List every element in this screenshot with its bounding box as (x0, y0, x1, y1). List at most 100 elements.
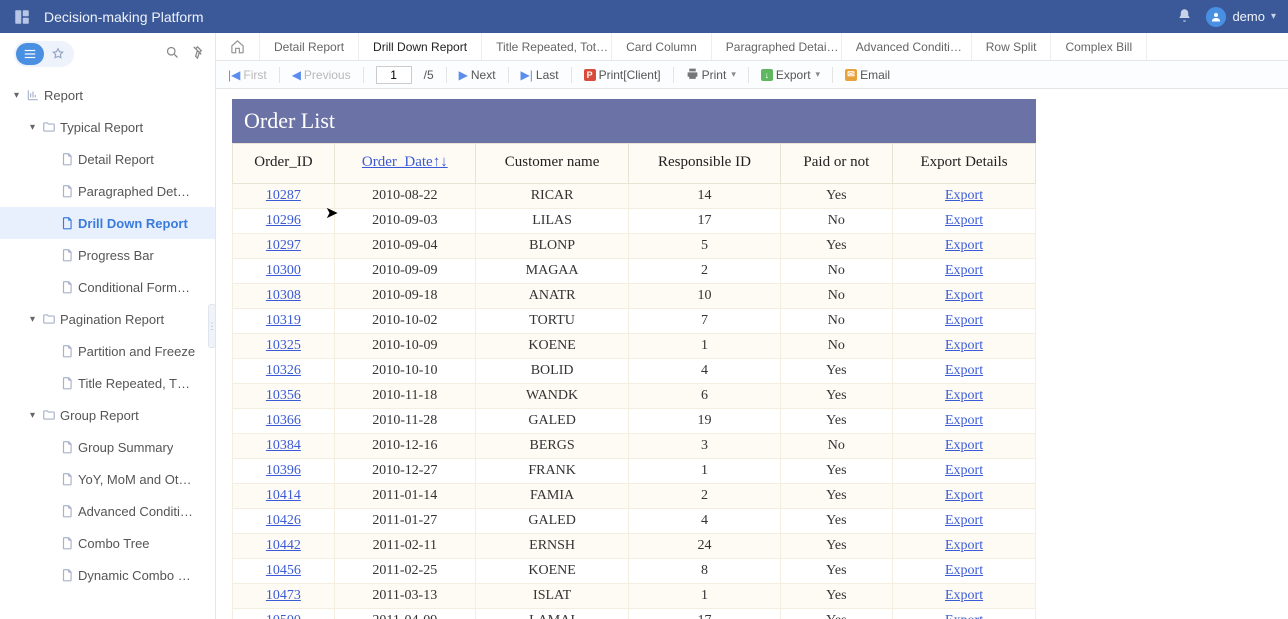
order-id-link[interactable]: 10414 (266, 488, 301, 503)
tab[interactable]: Title Repeated, Tot… (482, 33, 612, 60)
tree-leaf[interactable]: Conditional Form… (0, 271, 215, 303)
tree-leaf[interactable]: Dynamic Combo … (0, 559, 215, 591)
tree-leaf[interactable]: Partition and Freeze (0, 335, 215, 367)
order-id-link[interactable]: 10356 (266, 388, 301, 403)
order-id-link[interactable]: 10308 (266, 288, 301, 303)
order-id-link[interactable]: 10442 (266, 538, 301, 553)
pin-icon[interactable] (190, 45, 205, 63)
export-button[interactable]: ↓Export▾ (757, 68, 824, 82)
next-page-button[interactable]: ▶Next (455, 68, 500, 82)
order-id-link[interactable]: 10426 (266, 513, 301, 528)
order-id-link[interactable]: 10500 (266, 613, 301, 619)
export-link[interactable]: Export (945, 488, 983, 503)
responsible-cell: 10 (629, 284, 780, 309)
order-id-link[interactable]: 10297 (266, 238, 301, 253)
export-link[interactable]: Export (945, 588, 983, 603)
tree-group[interactable]: ▾Group Report (0, 399, 215, 431)
tab[interactable]: Row Split (972, 33, 1052, 60)
order-id-link[interactable]: 10396 (266, 463, 301, 478)
tree-root-report[interactable]: ▾Report (0, 79, 215, 111)
tree-leaf[interactable]: Drill Down Report (0, 207, 215, 239)
export-link[interactable]: Export (945, 463, 983, 478)
export-link[interactable]: Export (945, 238, 983, 253)
paid-cell: No (780, 334, 893, 359)
tab[interactable]: Detail Report (260, 33, 359, 60)
tree-leaf[interactable]: Advanced Conditi… (0, 495, 215, 527)
previous-page-button[interactable]: ◀Previous (288, 68, 355, 82)
export-link[interactable]: Export (945, 363, 983, 378)
view-list-button[interactable] (16, 43, 44, 65)
tab-home[interactable] (216, 33, 260, 60)
export-link[interactable]: Export (945, 213, 983, 228)
tree-leaf[interactable]: Combo Tree (0, 527, 215, 559)
print-button[interactable]: Print▾ (682, 67, 740, 83)
caret-icon: ▾ (30, 314, 42, 325)
export-link[interactable]: Export (945, 613, 983, 619)
order-id-link[interactable]: 10384 (266, 438, 301, 453)
bell-icon[interactable] (1177, 8, 1192, 26)
tab[interactable]: Drill Down Report (359, 33, 482, 60)
tree-leaf[interactable]: Title Repeated, T… (0, 367, 215, 399)
export-link[interactable]: Export (945, 338, 983, 353)
user-menu[interactable]: demo ▾ (1206, 7, 1276, 27)
tab[interactable]: Advanced Conditi… (842, 33, 972, 60)
order-id-link[interactable]: 10366 (266, 413, 301, 428)
export-link[interactable]: Export (945, 388, 983, 403)
table-row: 104422011-02-11ERNSH24YesExport (233, 534, 1036, 559)
tree-leaf[interactable]: Group Summary (0, 431, 215, 463)
sort-link[interactable]: Order_Date↑↓ (362, 154, 448, 170)
table-row: 104732011-03-13ISLAT1YesExport (233, 584, 1036, 609)
export-link[interactable]: Export (945, 513, 983, 528)
sidebar-tree: ▾Report▾Typical ReportDetail ReportParag… (0, 75, 215, 619)
export-link[interactable]: Export (945, 538, 983, 553)
tree-group[interactable]: ▾Pagination Report (0, 303, 215, 335)
tree-leaf[interactable]: Paragraphed Det… (0, 175, 215, 207)
topbar-left: Decision-making Platform (12, 7, 204, 27)
first-page-button[interactable]: |◀First (224, 68, 271, 82)
tree-group[interactable]: ▾Typical Report (0, 111, 215, 143)
order-id-link[interactable]: 10300 (266, 263, 301, 278)
export-cell: Export (893, 359, 1036, 384)
view-toggle (14, 41, 74, 67)
file-icon (60, 504, 78, 518)
tab[interactable]: Paragraphed Detai… (712, 33, 842, 60)
tab[interactable]: Card Column (612, 33, 712, 60)
customer-cell: RICAR (475, 184, 629, 209)
tree-leaf[interactable]: Detail Report (0, 143, 215, 175)
tab[interactable]: Complex Bill (1051, 33, 1147, 60)
export-link[interactable]: Export (945, 288, 983, 303)
order-id-link[interactable]: 10325 (266, 338, 301, 353)
sidebar-collapse-handle[interactable]: ⋮ (208, 304, 216, 348)
order-id-link[interactable]: 10456 (266, 563, 301, 578)
page-input[interactable] (376, 66, 412, 84)
print-client-button[interactable]: PPrint[Client] (580, 68, 665, 82)
paid-cell: Yes (780, 409, 893, 434)
order-date-cell: 2010-10-02 (334, 309, 475, 334)
export-cell: Export (893, 234, 1036, 259)
view-favorite-button[interactable] (44, 43, 72, 65)
export-link[interactable]: Export (945, 313, 983, 328)
order-id-link[interactable]: 10287 (266, 188, 301, 203)
search-icon[interactable] (165, 45, 180, 63)
responsible-cell: 6 (629, 384, 780, 409)
export-link[interactable]: Export (945, 563, 983, 578)
export-link[interactable]: Export (945, 438, 983, 453)
order-id-link[interactable]: 10296 (266, 213, 301, 228)
last-page-button[interactable]: ▶|Last (517, 68, 563, 82)
content: Detail ReportDrill Down ReportTitle Repe… (216, 33, 1288, 619)
tree-leaf[interactable]: Progress Bar (0, 239, 215, 271)
order-id-link[interactable]: 10319 (266, 313, 301, 328)
order-id-cell: 10426 (233, 509, 335, 534)
export-link[interactable]: Export (945, 413, 983, 428)
order-id-link[interactable]: 10473 (266, 588, 301, 603)
order-date-cell: 2011-03-13 (334, 584, 475, 609)
email-button[interactable]: ✉Email (841, 68, 894, 82)
export-cell: Export (893, 534, 1036, 559)
export-cell: Export (893, 484, 1036, 509)
column-header[interactable]: Order_Date↑↓ (334, 144, 475, 184)
export-link[interactable]: Export (945, 188, 983, 203)
order-id-cell: 10414 (233, 484, 335, 509)
order-id-link[interactable]: 10326 (266, 363, 301, 378)
tree-leaf[interactable]: YoY, MoM and Ot… (0, 463, 215, 495)
export-link[interactable]: Export (945, 263, 983, 278)
